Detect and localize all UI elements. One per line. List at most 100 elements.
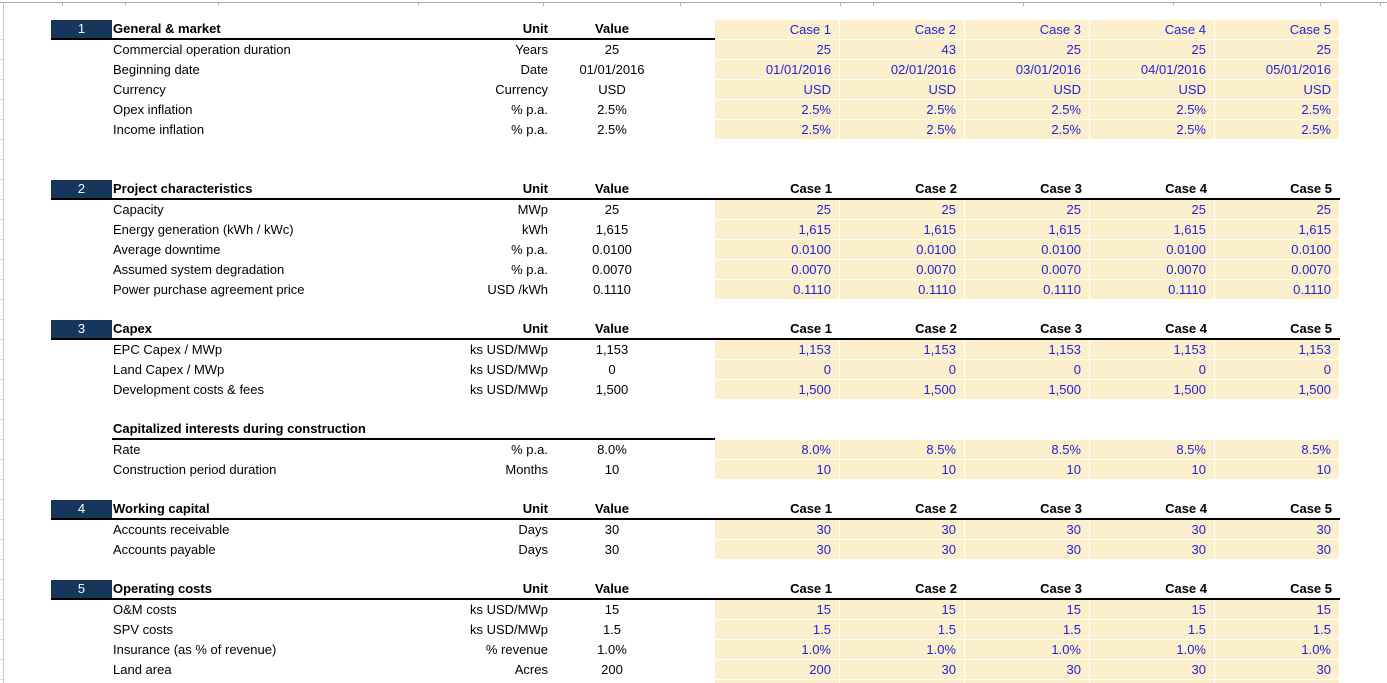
case-input-cell[interactable]: 30 [1090, 520, 1215, 540]
case-input-cell[interactable]: 2.5% [1215, 120, 1340, 140]
case-input-cell[interactable]: 1.5 [715, 620, 840, 640]
case-input-cell[interactable]: 1.0% [965, 640, 1090, 660]
case-input-cell[interactable]: 2.5% [840, 120, 965, 140]
case-input-cell[interactable]: 30 [1215, 520, 1340, 540]
case-input-cell[interactable]: 2.5% [715, 100, 840, 120]
case-input-cell[interactable]: 0.0070 [840, 260, 965, 280]
case-input-cell[interactable]: 1,500 [715, 380, 840, 400]
case-input-cell[interactable]: 30 [1215, 660, 1340, 680]
case-input-cell[interactable]: 30 [965, 660, 1090, 680]
case-input-cell[interactable]: 2.5% [965, 120, 1090, 140]
case-input-cell[interactable]: 2.5% [715, 120, 840, 140]
case-input-cell[interactable]: 25 [965, 200, 1090, 220]
case-input-cell[interactable]: 1.5 [1090, 620, 1215, 640]
case-input-cell[interactable]: 0 [1215, 360, 1340, 380]
case-input-cell[interactable]: 10 [715, 460, 840, 480]
case-input-cell[interactable]: 0 [840, 360, 965, 380]
case-input-cell[interactable]: 1,615 [715, 220, 840, 240]
case-input-cell[interactable]: 15 [1215, 600, 1340, 620]
case-input-cell[interactable]: 0.1110 [1090, 280, 1215, 300]
case-input-cell[interactable]: 0 [965, 360, 1090, 380]
case-input-cell[interactable]: 8.5% [1215, 440, 1340, 460]
case-input-cell[interactable]: 1.5 [965, 620, 1090, 640]
case-input-cell[interactable]: 8.5% [965, 440, 1090, 460]
case-input-cell[interactable]: 1,500 [1090, 380, 1215, 400]
case-input-cell[interactable]: 0.0070 [965, 260, 1090, 280]
case-input-cell[interactable]: 10 [1215, 460, 1340, 480]
case-input-cell[interactable]: 0.1110 [715, 280, 840, 300]
case-input-cell[interactable]: 15 [965, 600, 1090, 620]
case-input-cell[interactable]: 8.0% [715, 440, 840, 460]
case-input-cell[interactable]: 0.0070 [715, 260, 840, 280]
case-input-cell[interactable]: 30 [840, 540, 965, 560]
case-input-cell[interactable]: 30 [840, 520, 965, 540]
case-input-cell[interactable]: 2.5% [1090, 120, 1215, 140]
case-input-cell[interactable]: 0 [715, 360, 840, 380]
case-input-cell[interactable]: 0.0100 [1090, 240, 1215, 260]
case-input-cell[interactable]: 10 [965, 460, 1090, 480]
case-input-cell[interactable]: 01/01/2016 [715, 60, 840, 80]
case-input-cell[interactable]: USD [1090, 80, 1215, 100]
case-input-cell[interactable]: 15 [840, 600, 965, 620]
case-input-cell[interactable]: USD [965, 80, 1090, 100]
case-input-cell[interactable]: 30 [840, 660, 965, 680]
case-input-cell[interactable]: 1.5 [840, 620, 965, 640]
case-input-cell[interactable]: 1,153 [1215, 340, 1340, 360]
case-input-cell[interactable]: 25 [715, 40, 840, 60]
case-input-cell[interactable]: 1,153 [840, 340, 965, 360]
case-input-cell[interactable]: 25 [1215, 40, 1340, 60]
case-input-cell[interactable]: 25 [1090, 200, 1215, 220]
case-input-cell[interactable]: 0.0100 [715, 240, 840, 260]
case-input-cell[interactable]: 2.5% [965, 100, 1090, 120]
case-input-cell[interactable]: 8.5% [840, 440, 965, 460]
case-input-cell[interactable]: USD [715, 80, 840, 100]
case-input-cell[interactable]: 0.0100 [840, 240, 965, 260]
case-input-cell[interactable]: 15 [715, 600, 840, 620]
case-input-cell[interactable]: 1.0% [1215, 640, 1340, 660]
case-input-cell[interactable]: 0.0070 [1215, 260, 1340, 280]
case-input-cell[interactable]: 30 [715, 520, 840, 540]
case-input-cell[interactable]: 1,615 [965, 220, 1090, 240]
case-input-cell[interactable]: 10 [840, 460, 965, 480]
case-input-cell[interactable]: 1,500 [965, 380, 1090, 400]
case-input-cell[interactable]: 05/01/2016 [1215, 60, 1340, 80]
case-input-cell[interactable]: 30 [1090, 660, 1215, 680]
case-input-cell[interactable]: 0.1110 [1215, 280, 1340, 300]
case-input-cell[interactable]: 200 [715, 660, 840, 680]
case-input-cell[interactable]: 2.5% [840, 100, 965, 120]
case-input-cell[interactable]: 04/01/2016 [1090, 60, 1215, 80]
case-input-cell[interactable]: 1,153 [715, 340, 840, 360]
case-input-cell[interactable]: 15 [1090, 600, 1215, 620]
case-input-cell[interactable]: 2.5% [1090, 100, 1215, 120]
case-input-cell[interactable]: 1,500 [840, 380, 965, 400]
case-input-cell[interactable]: 0.1110 [965, 280, 1090, 300]
case-input-cell[interactable]: 43 [840, 40, 965, 60]
case-input-cell[interactable]: 0.0100 [1215, 240, 1340, 260]
case-input-cell[interactable]: 2.5% [1215, 100, 1340, 120]
case-input-cell[interactable]: 25 [1090, 40, 1215, 60]
case-input-cell[interactable]: 8.5% [1090, 440, 1215, 460]
case-input-cell[interactable]: 1.0% [715, 640, 840, 660]
case-input-cell[interactable]: 1,615 [1215, 220, 1340, 240]
case-input-cell[interactable]: 25 [965, 40, 1090, 60]
case-input-cell[interactable]: 30 [1090, 540, 1215, 560]
case-input-cell[interactable]: 30 [965, 520, 1090, 540]
case-input-cell[interactable]: 30 [1215, 540, 1340, 560]
case-input-cell[interactable]: 0.0100 [965, 240, 1090, 260]
case-input-cell[interactable]: 02/01/2016 [840, 60, 965, 80]
case-input-cell[interactable]: 30 [715, 540, 840, 560]
case-input-cell[interactable]: 1.5 [1215, 620, 1340, 640]
case-input-cell[interactable]: 0 [1090, 360, 1215, 380]
case-input-cell[interactable]: 25 [840, 200, 965, 220]
case-input-cell[interactable]: 1.0% [1090, 640, 1215, 660]
case-input-cell[interactable]: 10 [1090, 460, 1215, 480]
case-input-cell[interactable]: 25 [715, 200, 840, 220]
case-input-cell[interactable]: 1,615 [1090, 220, 1215, 240]
case-input-cell[interactable]: 1,153 [965, 340, 1090, 360]
case-input-cell[interactable]: 03/01/2016 [965, 60, 1090, 80]
case-input-cell[interactable]: 30 [965, 540, 1090, 560]
case-input-cell[interactable]: 25 [1215, 200, 1340, 220]
case-input-cell[interactable]: USD [1215, 80, 1340, 100]
case-input-cell[interactable]: 0.1110 [840, 280, 965, 300]
case-input-cell[interactable]: 1,153 [1090, 340, 1215, 360]
